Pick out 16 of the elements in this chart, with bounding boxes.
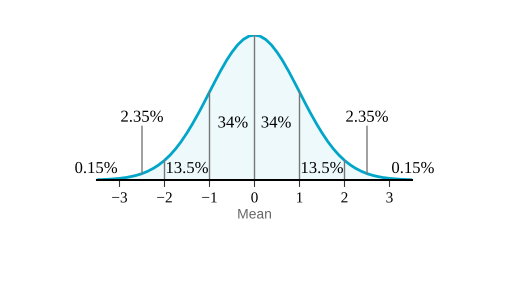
x-tick-label: −3 xyxy=(112,192,128,203)
annotation: 13.5% xyxy=(302,162,343,174)
x-axis-title: Mean xyxy=(238,208,271,219)
x-tick-label: 3 xyxy=(386,192,393,203)
x-tick-label: −2 xyxy=(157,192,172,202)
x-tick-label: 0 xyxy=(251,192,258,203)
annotation: 2.35% xyxy=(346,110,388,122)
annotation: 0.15% xyxy=(75,162,118,174)
annotation: 34% xyxy=(262,116,291,128)
x-tick-label: 2 xyxy=(341,192,348,202)
annotation: 0.15% xyxy=(392,162,434,174)
x-tick-label: −1 xyxy=(202,192,217,202)
x-tick-label: 1 xyxy=(297,192,302,202)
annotation: 2.35% xyxy=(121,110,163,122)
annotation: 13.5% xyxy=(166,162,208,174)
annotation: 34% xyxy=(218,116,248,128)
